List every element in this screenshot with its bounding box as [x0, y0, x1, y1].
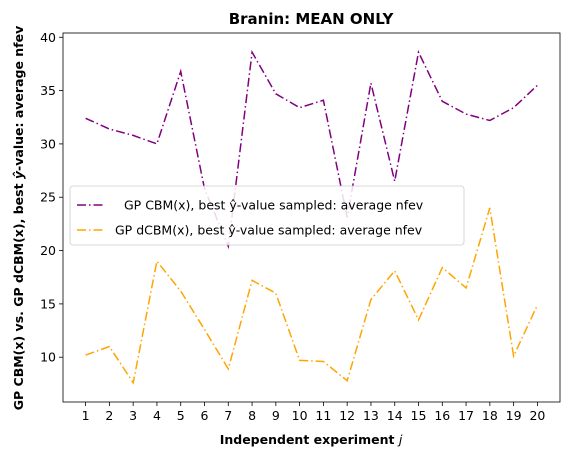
legend-label-1: GP CBM(x), best ŷ-value sampled: average…: [124, 198, 424, 213]
x-tick-label: 9: [272, 408, 280, 423]
x-tick-label: 10: [292, 408, 308, 423]
x-tick-label: 13: [363, 408, 379, 423]
x-tick-label: 2: [105, 408, 113, 423]
y-tick-label: 40: [40, 30, 56, 45]
x-tick-label: 8: [248, 408, 256, 423]
x-tick-label: 3: [129, 408, 137, 423]
series-line-1: [85, 49, 538, 250]
x-tick-label: 17: [458, 408, 474, 423]
x-axis-label: Independent experiment j: [220, 432, 403, 447]
legend-label-2: GP dCBM(x), best ŷ-value sampled: averag…: [115, 223, 423, 238]
y-tick-label: 25: [40, 190, 56, 205]
x-tick-label: 14: [387, 408, 403, 423]
legend: GP CBM(x), best ŷ-value sampled: average…: [69, 185, 465, 246]
x-tick-label: 11: [315, 408, 331, 423]
x-tick-label: 4: [153, 408, 161, 423]
x-tick-label: 20: [529, 408, 545, 423]
y-tick-label: 35: [40, 83, 56, 98]
x-tick-label: 7: [224, 408, 232, 423]
x-tick-label: 12: [339, 408, 355, 423]
axes-frame: [62, 32, 561, 403]
x-tick-label: 19: [506, 408, 522, 423]
x-tick-label: 1: [82, 408, 90, 423]
plot-area: 1 2 3 4 5 6 7 8 9 10 11 12 13 14 15 16 17 18 19 20101520253…: [40, 30, 561, 423]
legend-box: [69, 185, 465, 246]
x-tick-label: 18: [482, 408, 498, 423]
x-tick-label: 6: [201, 408, 209, 423]
x-tick-label: 5: [177, 408, 185, 423]
y-tick-label: 20: [40, 243, 56, 258]
chart-title: Branin: MEAN ONLY: [229, 10, 395, 28]
y-tick-label: 30: [40, 136, 56, 151]
x-tick-label: 15: [411, 408, 427, 423]
y-axis-label: GP CBM(x) vs. GP dCBM(x), best ŷ-value: …: [11, 26, 26, 410]
y-tick-label: 10: [40, 350, 56, 365]
x-tick-label: 16: [434, 408, 450, 423]
series-line-2: [85, 207, 539, 385]
y-tick-label: 15: [40, 296, 56, 311]
